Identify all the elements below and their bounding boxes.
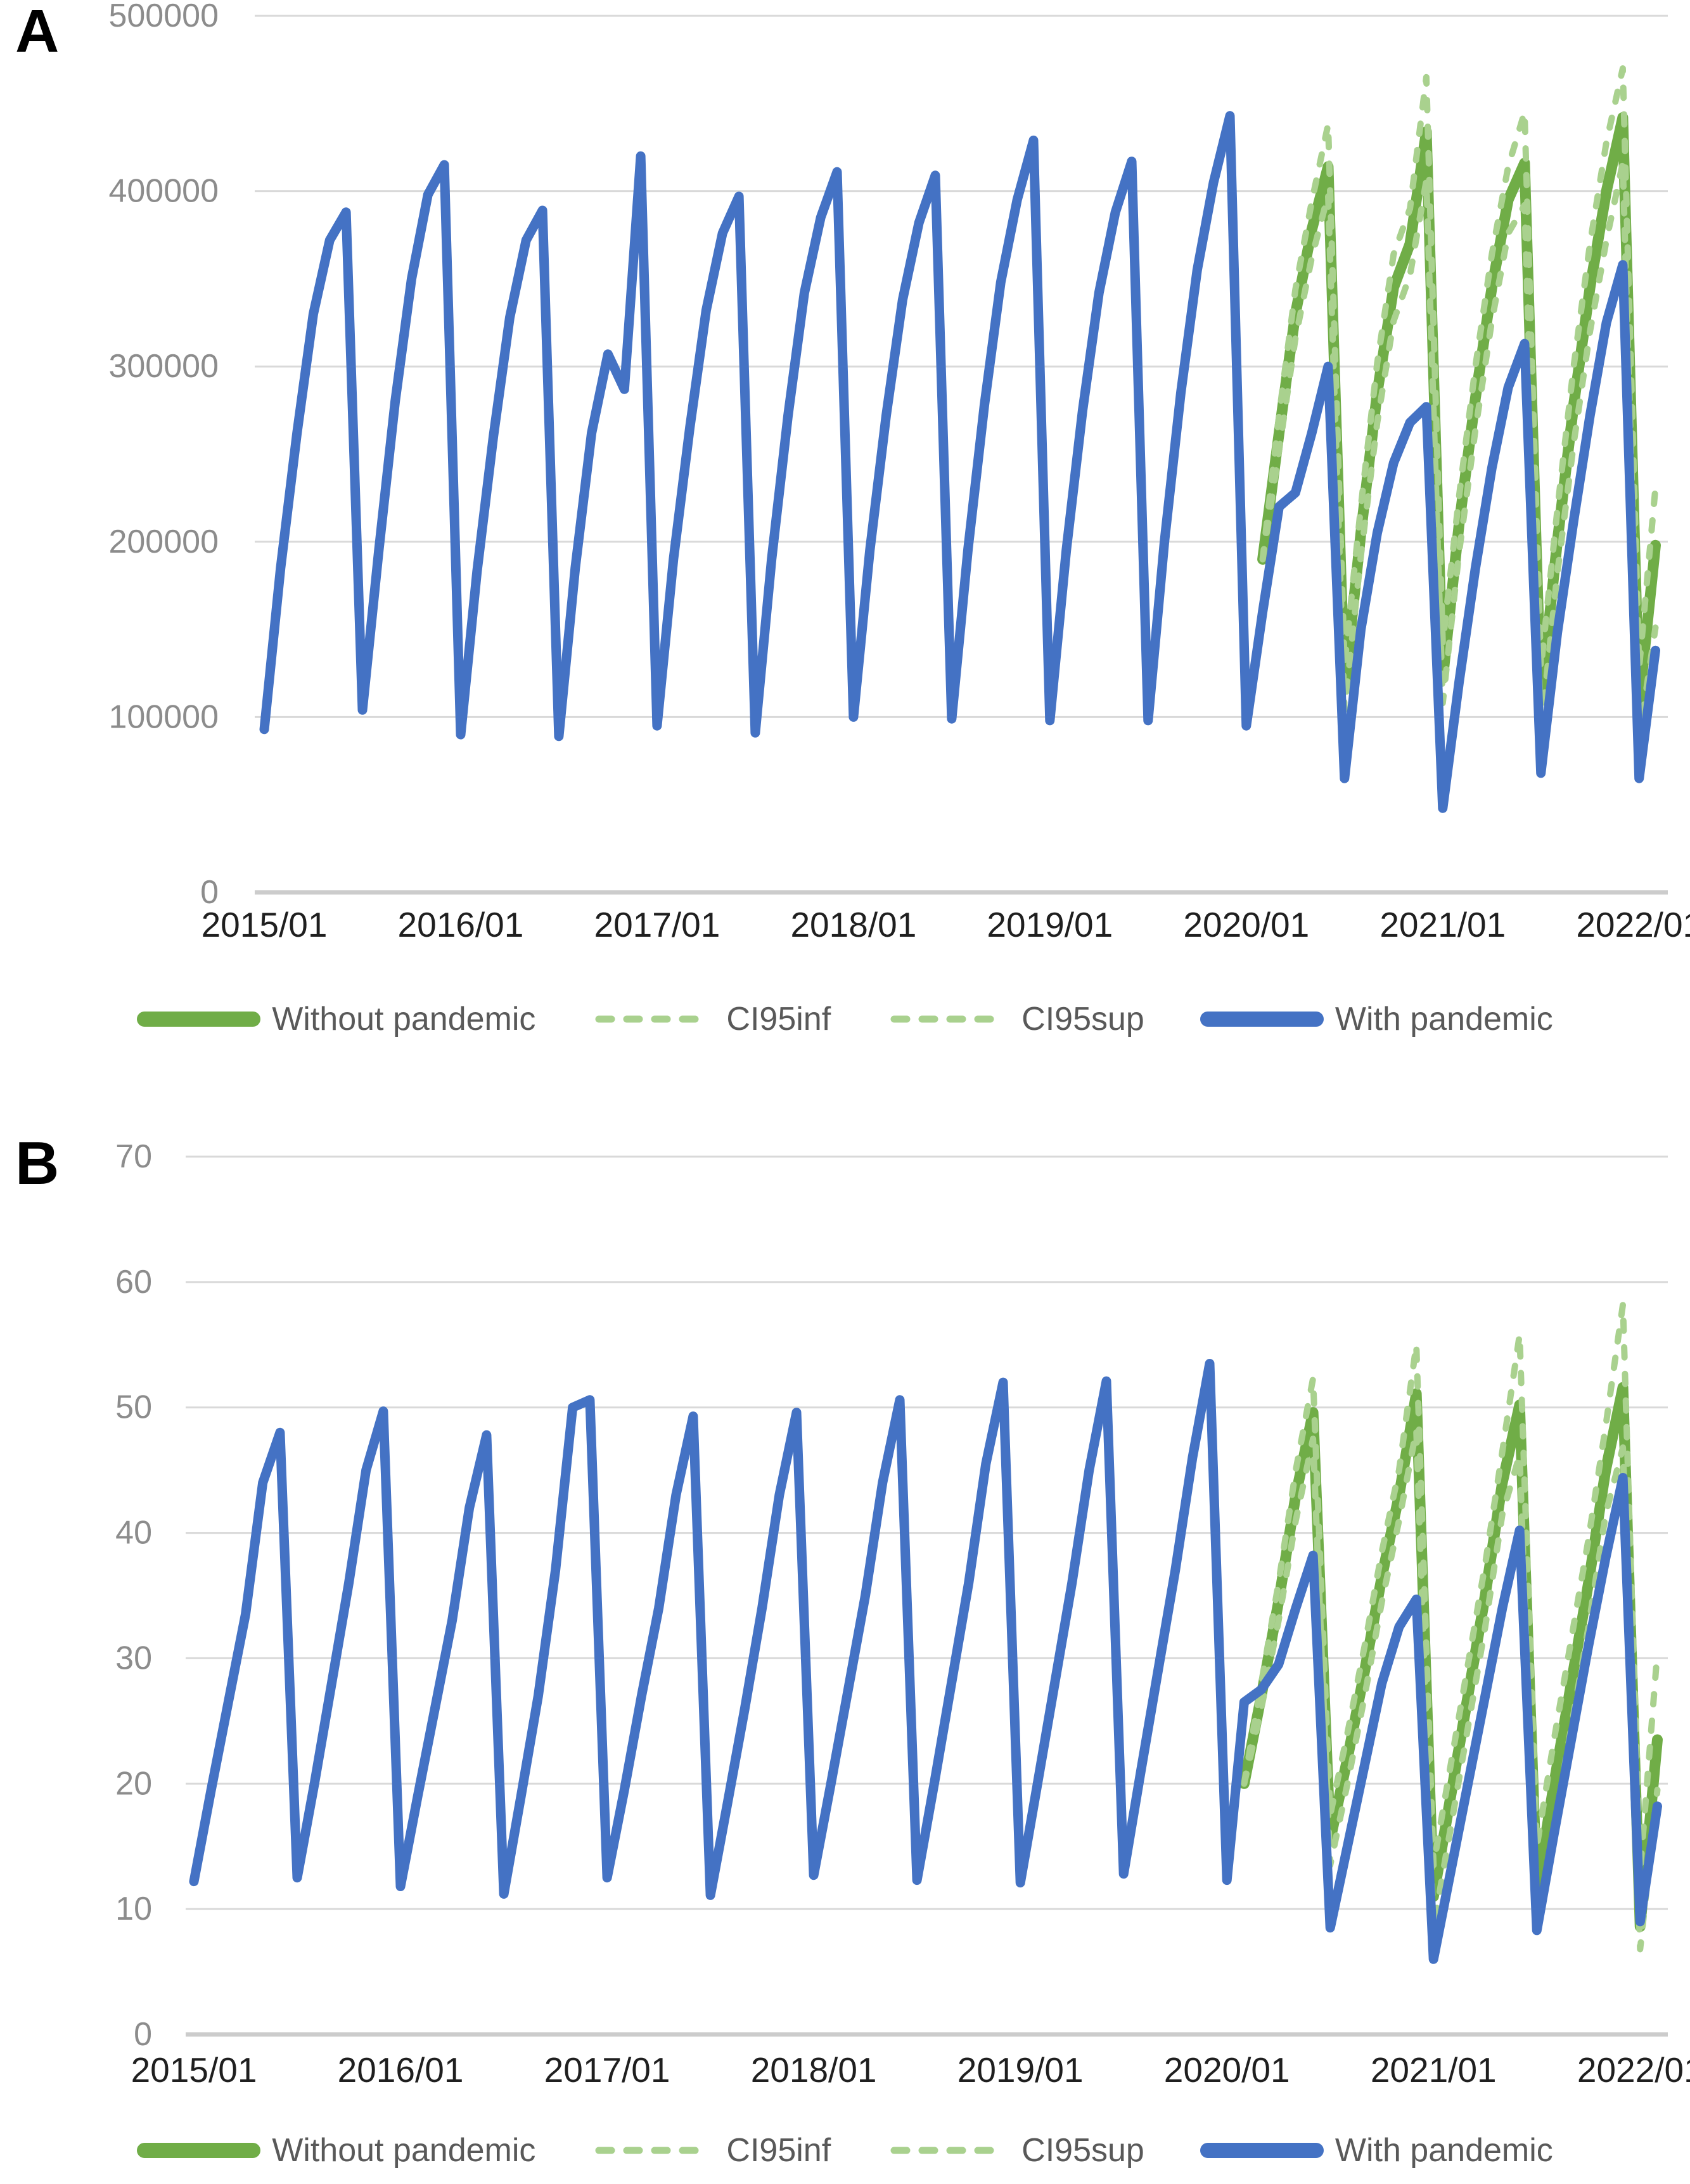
legend-label: CI95sup (1021, 1001, 1144, 1037)
legend-label: CI95inf (726, 2132, 831, 2169)
panel-b-letter: B (15, 1129, 60, 1197)
legend-b: Without pandemic CI95inf CI95sup With pande… (0, 2117, 1690, 2184)
x-tick-label: 2019/01 (987, 905, 1113, 944)
x-tick-label: 2015/01 (131, 2050, 257, 2090)
y-tick-label: 400000 (108, 173, 219, 210)
legend-label: CI95inf (726, 1001, 831, 1037)
y-tick-label: 70 (115, 1138, 152, 1175)
x-tick-label: 2022/01 (1576, 905, 1690, 944)
series-without_pandemic (1238, 1382, 1663, 1932)
legend-label: CI95sup (1021, 2132, 1144, 2169)
x-tick-label: 2020/01 (1183, 905, 1309, 944)
legend-item-without_pandemic: Without pandemic (137, 2131, 535, 2169)
chart-b: 0 10 20 30 40 50 60 70 2015/01 2016/01 2017/01 2018… (115, 1138, 1690, 2090)
x-tick-label: 2019/01 (957, 2050, 1084, 2090)
series-with_pandemic (189, 1359, 1662, 1964)
y-tick-label: 300000 (108, 348, 219, 385)
y-tick-label: 10 (115, 1891, 152, 1927)
x-tick-label: 2015/01 (202, 905, 328, 944)
legend-swatch-ci95inf-dashed-icon (595, 1015, 711, 1023)
series-with_pandemic (259, 111, 1660, 813)
x-tick-label: 2020/01 (1164, 2050, 1290, 2090)
legend-swatch-with_pandemic-line-icon (1200, 2143, 1324, 2158)
legend-item-ci95inf: CI95inf (591, 2131, 831, 2169)
legend-item-without_pandemic: Without pandemic (137, 1000, 535, 1038)
legend-label: With pandemic (1335, 2132, 1553, 2169)
x-tick-label: 2016/01 (338, 2050, 464, 2090)
legend-item-ci95sup: CI95sup (887, 2131, 1144, 2169)
legend-label: Without pandemic (272, 2132, 536, 2169)
legend-swatch-without_pandemic-line-icon (137, 1012, 261, 1027)
y-tick-label: 50 (115, 1389, 152, 1426)
legend-swatch-ci95sup-dashed-icon (890, 2147, 1006, 2154)
series-ci95sup (1259, 65, 1659, 671)
x-tick-label: 2017/01 (544, 2050, 670, 2090)
legend-item-ci95inf: CI95inf (591, 1000, 831, 1038)
legend-label: Without pandemic (272, 1001, 536, 1037)
x-tick-label: 2021/01 (1380, 905, 1506, 944)
legend-swatch-with_pandemic-line-icon (1200, 1012, 1324, 1027)
y-tick-label: 200000 (108, 524, 219, 560)
legend-label: With pandemic (1335, 1001, 1553, 1037)
y-tick-label: 0 (200, 874, 219, 911)
legend-swatch-ci95sup-dashed-icon (890, 1015, 1006, 1023)
x-tick-label: 2016/01 (398, 905, 524, 944)
y-tick-label: 500000 (108, 0, 219, 34)
x-tick-label: 2017/01 (594, 905, 720, 944)
legend-item-ci95sup: CI95sup (887, 1000, 1144, 1038)
series-ci95sup (1241, 1301, 1661, 1875)
x-tick-label: 2018/01 (790, 905, 916, 944)
legend-swatch-without_pandemic-line-icon (137, 2143, 261, 2158)
legend-item-with_pandemic: With pandemic (1200, 2131, 1553, 2169)
chart-a: 0 100000 200000 300000 400000 500000 2015/01 20… (108, 0, 1690, 944)
y-tick-label: 100000 (108, 698, 219, 735)
panel-a-letter: A (15, 0, 60, 65)
y-tick-label: 0 (134, 2016, 152, 2053)
legend-a: Without pandemic CI95inf CI95sup With pande… (0, 981, 1690, 1057)
legend-swatch-ci95inf-dashed-icon (595, 2147, 711, 2154)
y-tick-label: 30 (115, 1640, 152, 1676)
x-tick-label: 2018/01 (751, 2050, 877, 2090)
y-tick-label: 20 (115, 1765, 152, 1802)
legend-item-with_pandemic: With pandemic (1200, 1000, 1553, 1038)
y-tick-label: 60 (115, 1264, 152, 1301)
x-tick-label: 2021/01 (1371, 2050, 1497, 2090)
y-tick-label: 40 (115, 1515, 152, 1551)
x-tick-label: 2022/01 (1577, 2050, 1690, 2090)
